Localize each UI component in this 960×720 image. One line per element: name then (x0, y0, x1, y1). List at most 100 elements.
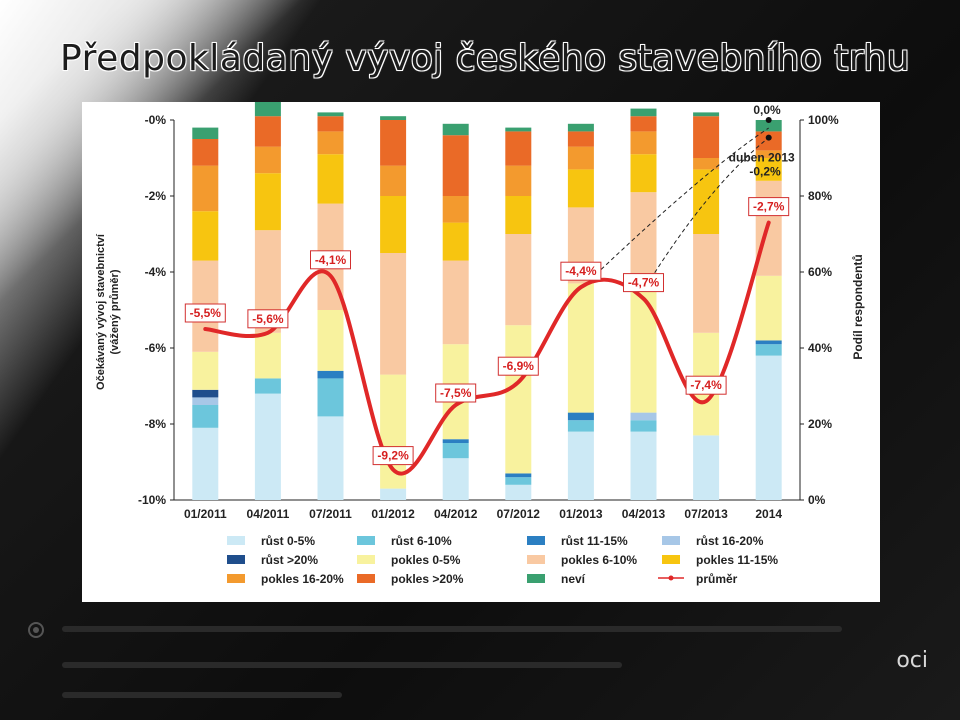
bar-segment-10 (567, 123, 594, 132)
bar-segment-9 (317, 116, 344, 132)
bar-segment-5 (755, 275, 782, 341)
annotation-label: duben 2013 (729, 151, 795, 165)
bar-segment-10 (505, 127, 532, 132)
bar-segment-0 (630, 431, 657, 500)
bar-segment-10 (380, 116, 407, 120)
bar-segment-0 (755, 355, 782, 500)
legend-swatch (227, 574, 245, 583)
average-data-label: -7,5% (440, 386, 472, 400)
average-data-label: -4,7% (628, 276, 660, 290)
legend-label: růst 11-15% (561, 534, 628, 548)
average-data-label: -5,5% (190, 306, 222, 320)
legend-swatch (662, 555, 680, 564)
bullet-icon (28, 622, 44, 638)
bar-segment-7 (567, 169, 594, 208)
legend-label: neví (561, 572, 586, 586)
bar-segment-5 (505, 325, 532, 474)
average-data-label: -6,9% (503, 359, 535, 373)
bar-segment-8 (505, 165, 532, 196)
bar-segment-7 (505, 196, 532, 234)
average-data-label: -4,1% (315, 253, 347, 267)
annotation-dot (765, 117, 772, 123)
average-label-box (435, 383, 477, 403)
bar-segment-0 (380, 488, 407, 500)
left-tick-label: -6% (145, 341, 167, 355)
bar-segment-1 (317, 378, 344, 417)
x-tick-label: 01/2011 (184, 507, 227, 521)
annotation-dashed-line (590, 127, 769, 280)
average-label-box (310, 250, 351, 270)
bar-segment-6 (380, 253, 407, 375)
bar-segment-7 (192, 211, 219, 261)
average-label-box (623, 273, 664, 293)
x-tick-label: 01/2013 (559, 507, 603, 521)
bar-segment-9 (505, 131, 532, 166)
bullet-text-fragment: oci (896, 648, 928, 673)
right-tick-label: 40% (808, 341, 832, 355)
bar-segment-9 (442, 135, 469, 196)
bar-segment-1 (442, 443, 469, 459)
bar-segment-7 (254, 173, 281, 231)
bar-segment-1 (254, 378, 281, 394)
legend-swatch (357, 574, 375, 583)
legend-label: pokles 11-15% (696, 553, 778, 567)
bar-segment-9 (254, 116, 281, 147)
bar-segment-7 (317, 154, 344, 204)
right-axis-title: Podíl respondentů (851, 254, 865, 359)
legend-label: pokles 6-10% (561, 553, 637, 567)
bar-segment-9 (755, 131, 782, 151)
legend-label: růst >20% (261, 553, 318, 567)
bar-segment-0 (505, 484, 532, 500)
legend-label: pokles >20% (391, 572, 464, 586)
bar-segment-8 (192, 165, 219, 212)
bar-segment-0 (693, 435, 720, 500)
right-tick-label: 80% (808, 189, 832, 203)
x-tick-label: 07/2012 (497, 507, 541, 521)
right-tick-label: 60% (808, 265, 832, 279)
bar-segment-6 (505, 234, 532, 326)
bar-segment-0 (254, 393, 281, 500)
average-line (203, 220, 771, 476)
annotation-label: leden 2013 (733, 102, 795, 103)
bar-segment-2 (567, 412, 594, 421)
right-tick-label: 100% (808, 113, 839, 127)
legend-label: průměr (696, 572, 738, 586)
bar-segment-8 (755, 150, 782, 158)
bar-segment-9 (630, 116, 657, 132)
bar-segment-8 (317, 131, 344, 155)
left-tick-label: -2% (145, 189, 167, 203)
average-data-label: -9,2% (377, 449, 409, 463)
bullet-text-shadow (62, 626, 842, 632)
average-data-label: -5,6% (252, 312, 284, 326)
bullet-text-shadow (62, 662, 622, 668)
bar-segment-4 (192, 389, 219, 398)
left-tick-label: -8% (145, 417, 167, 431)
bar-segment-6 (693, 234, 720, 333)
bar-segment-7 (442, 222, 469, 261)
bar-segment-2 (442, 439, 469, 443)
x-tick-label: 04/2011 (247, 507, 290, 521)
x-tick-label: 04/2012 (434, 507, 478, 521)
bar-segment-10 (755, 120, 782, 132)
legend-swatch (527, 574, 545, 583)
bar-segment-7 (630, 154, 657, 193)
legend-swatch (527, 536, 545, 545)
average-label-box (247, 309, 289, 329)
bar-segment-1 (505, 477, 532, 485)
x-tick-label: 07/2013 (684, 507, 728, 521)
left-tick-label: -4% (145, 265, 167, 279)
bar-segment-0 (192, 427, 219, 500)
right-tick-label: 20% (808, 417, 832, 431)
bar-segment-1 (755, 344, 782, 356)
bar-segment-7 (380, 196, 407, 253)
legend-label: pokles 16-20% (261, 572, 344, 586)
average-data-label: -7,4% (690, 378, 722, 392)
bullet-area: oci (28, 618, 928, 718)
bar-segment-2 (317, 370, 344, 379)
legend-swatch (357, 555, 375, 564)
left-axis-title-line2: (vážený průměr) (109, 269, 121, 354)
legend-swatch (227, 555, 245, 564)
average-label-box (184, 303, 226, 323)
average-label-box (497, 356, 539, 376)
bar-segment-8 (567, 146, 594, 170)
